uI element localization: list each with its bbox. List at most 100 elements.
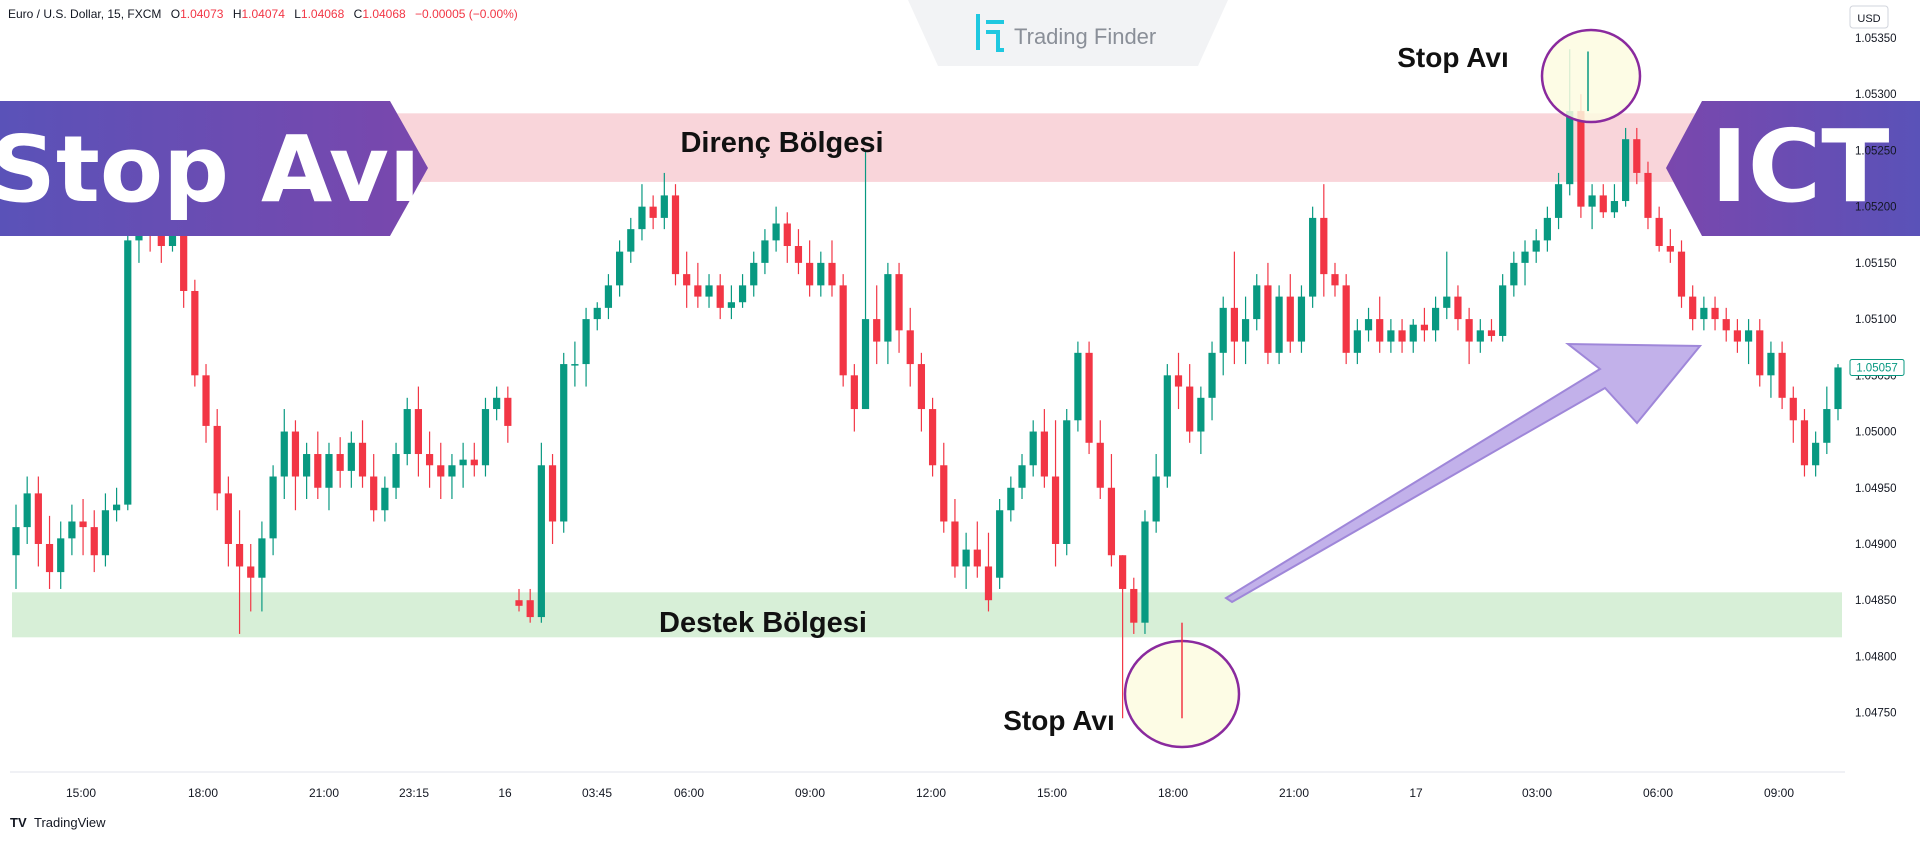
candle-body — [873, 319, 881, 342]
candle — [627, 217, 635, 263]
last-price-label: 1.05057 — [1849, 358, 1905, 376]
candle — [794, 229, 803, 275]
candle — [515, 588, 523, 612]
symbol-header[interactable]: Euro / U.S. Dollar, 15, FXCM O1.04073 H1… — [8, 7, 518, 21]
candle — [839, 274, 847, 387]
candle-body — [1521, 251, 1529, 263]
time-tick-label: 06:00 — [1643, 786, 1673, 800]
candle-body — [1253, 285, 1261, 320]
price-tick-label: 1.05000 — [1855, 427, 1897, 439]
candle — [537, 442, 545, 623]
candle — [1834, 364, 1842, 421]
candle-body — [90, 527, 98, 556]
candle — [347, 431, 355, 488]
candle — [481, 397, 490, 477]
time-tick-label: 12:00 — [916, 786, 946, 800]
time-tick-label: 15:00 — [66, 786, 96, 800]
candle-body — [113, 504, 121, 511]
candle-body — [1577, 111, 1585, 207]
candle — [750, 251, 758, 297]
candle — [683, 251, 691, 308]
candle — [1141, 510, 1149, 634]
candle-body — [1119, 555, 1127, 589]
candle — [493, 386, 501, 421]
candle — [884, 262, 892, 365]
time-tick-label: 21:00 — [309, 786, 339, 800]
candle-body — [1476, 330, 1484, 342]
candle-body — [884, 274, 892, 342]
candle — [213, 409, 221, 511]
price-tick-label: 1.04750 — [1855, 708, 1897, 720]
candle — [57, 521, 65, 589]
candle — [928, 397, 937, 477]
candle-body — [1711, 307, 1719, 320]
candle-body — [1264, 285, 1272, 353]
candle-body — [481, 409, 490, 466]
candle-body — [258, 538, 266, 578]
candle-body — [850, 375, 858, 410]
candle — [1487, 319, 1496, 342]
candle — [1241, 296, 1250, 365]
price-axis[interactable]: 1.05350 1.05300 1.05250 1.05200 1.05150 1.051… — [1855, 33, 1897, 720]
candle-body — [1689, 296, 1697, 320]
candle-body — [347, 442, 355, 471]
candle — [1174, 352, 1183, 410]
candle — [235, 510, 244, 634]
candle-body — [1029, 431, 1037, 466]
candle — [437, 442, 445, 500]
candle-body — [1074, 352, 1082, 421]
candle-body — [951, 521, 959, 567]
candle — [191, 279, 199, 387]
candles-group — [12, 49, 1842, 719]
time-tick-label: 09:00 — [1764, 786, 1794, 800]
candle-body — [1275, 296, 1283, 353]
candle-body — [928, 409, 937, 466]
candle — [973, 521, 981, 578]
candle — [1633, 127, 1641, 185]
candle — [12, 504, 20, 589]
candle-body — [861, 319, 870, 410]
time-axis[interactable]: 15:00 18:00 21:00 23:15 16 03:45 06:00 09:00 12:… — [66, 786, 1794, 800]
candle — [1063, 409, 1071, 556]
candle-body — [1152, 476, 1160, 522]
candle-body — [325, 454, 333, 488]
candle-body — [750, 262, 758, 286]
candle — [1364, 307, 1373, 342]
candle-body — [1800, 420, 1809, 466]
candle-body — [1700, 307, 1708, 320]
candle-body — [671, 195, 680, 275]
tradingview-brand[interactable]: TV TradingView — [10, 815, 106, 830]
candle-body — [1733, 330, 1741, 342]
candle — [571, 341, 579, 387]
candle-body — [180, 217, 188, 291]
candle — [1823, 386, 1831, 455]
candle-body — [157, 234, 165, 247]
candle-body — [604, 285, 613, 308]
candle — [1789, 386, 1797, 443]
candle-body — [973, 549, 981, 567]
candle-body — [303, 454, 311, 477]
candle-body — [403, 409, 411, 455]
candle — [1286, 274, 1294, 353]
candle-body — [23, 493, 31, 528]
candle — [1711, 296, 1719, 331]
candle — [1588, 184, 1596, 230]
candle-body — [269, 476, 277, 539]
candle-body — [247, 566, 255, 578]
candle — [381, 476, 389, 522]
candle-body — [727, 302, 735, 308]
stop-hunt-label-top: Stop Avı — [1397, 42, 1508, 73]
candle — [828, 240, 836, 297]
candle — [1532, 229, 1540, 263]
currency-button[interactable]: USD — [1849, 5, 1889, 29]
candle — [1152, 454, 1160, 533]
candle-body — [917, 364, 926, 410]
symbol-name: Euro / U.S. Dollar, 15, FXCM — [8, 7, 161, 21]
candle — [660, 172, 668, 230]
time-tick-label: 15:00 — [1037, 786, 1067, 800]
candle-body — [895, 274, 903, 331]
candle-body — [101, 510, 110, 556]
candle-body — [548, 465, 557, 522]
